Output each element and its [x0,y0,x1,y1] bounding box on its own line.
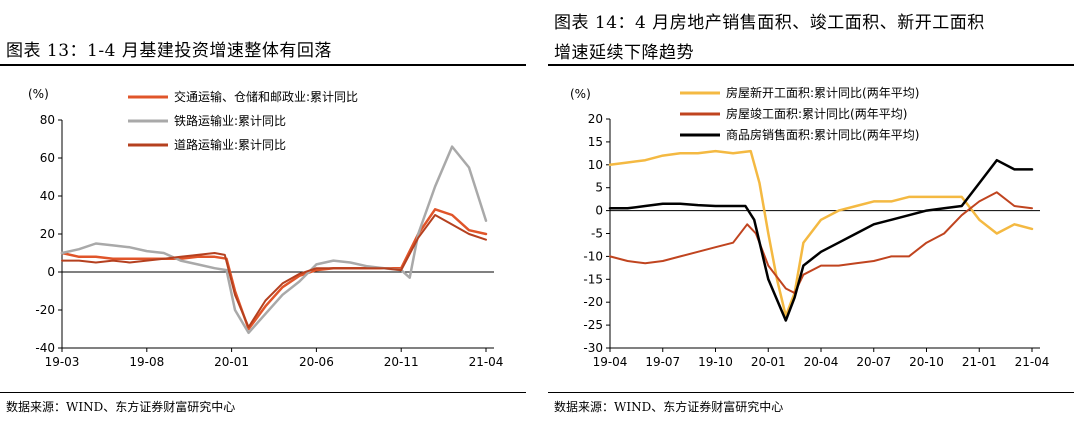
legend-label-3: 道路运输业:累计同比 [174,137,286,152]
x-tick-label: 21-01 [962,355,997,369]
x-tick-label: 19-08 [129,355,164,369]
y-tick-label: 0 [47,265,55,279]
y-tick-label: 20 [588,112,603,126]
x-tick-label: 21-04 [469,355,504,369]
legend-label-1: 交通运输、仓储和邮政业:累计同比 [174,89,358,104]
y-tick-label: 15 [588,135,603,149]
y-tick-label: -15 [583,272,603,286]
series-line-1 [608,149,1034,318]
chart-panel-infrastructure: 图表 13：1-4 月基建投资增速整体有回落 (%) -40 -20 0 20 40 60 8… [0,0,530,422]
y-tick-label: 5 [595,181,603,195]
x-tick-label: 19-03 [45,355,80,369]
x-tick-label: 20-11 [384,355,419,369]
y-tick-label: -10 [583,249,603,263]
y-tick-label: 20 [40,227,55,241]
x-tick-label: 20-07 [856,355,891,369]
legend-label-2: 铁路运输业:累计同比 [174,113,286,128]
y-axis-label: (%) [28,87,49,101]
source-rule [0,392,526,393]
series-line-3 [608,158,1034,322]
x-tick-label: 21-04 [1015,355,1050,369]
legend-label-1: 房屋新开工面积:累计同比(两年平均) [726,85,919,100]
data-source: 数据来源：WIND、东方证券财富研究中心 [6,400,236,414]
title-rule [548,64,1074,66]
x-tick-label: 19-10 [698,355,733,369]
chart-title: 图表 13：1-4 月基建投资增速整体有回落 [6,41,332,61]
y-tick-label: -20 [35,303,55,317]
legend-label-3: 商品房销售面积:累计同比(两年平均) [726,127,919,142]
y-tick-label: 40 [40,189,55,203]
x-tick-label: 19-07 [645,355,680,369]
y-tick-label: 10 [588,158,603,172]
chart-panel-real-estate: 图表 14：4 月房地产销售面积、竣工面积、新开工面积 增速延续下降趋势 (%)… [548,0,1080,422]
y-tick-label: -25 [583,318,603,332]
title-rule [0,64,526,66]
y-tick-label: 0 [595,204,603,218]
series-line-1 [60,208,488,331]
line-chart-infrastructure: (%) -40 -20 0 20 40 60 80 19-03 19-08 20-01 20-06 20… [28,87,504,369]
data-source: 数据来源：WIND、东方证券财富研究中心 [554,400,784,414]
source-rule [548,392,1074,393]
line-chart-real-estate: (%) -30 -25 -20 -15 -10 -5 0 5 10 15 20 19-04 19-07 19… [570,85,1050,369]
y-tick-label: -5 [591,227,603,241]
x-tick-label: 20-01 [751,355,786,369]
y-axis-label: (%) [570,87,591,101]
x-tick-label: 19-04 [593,355,628,369]
legend-label-2: 房屋竣工面积:累计同比(两年平均) [726,106,907,121]
chart-title-line-1: 图表 14：4 月房地产销售面积、竣工面积、新开工面积 [554,13,985,33]
y-tick-label: 80 [40,113,55,127]
y-tick-label: -20 [583,295,603,309]
series-line-2 [609,191,1033,294]
x-tick-label: 20-10 [909,355,944,369]
series-line-3 [61,214,487,329]
y-tick-label: -40 [35,341,55,355]
x-tick-label: 20-04 [804,355,839,369]
series-line-2 [60,145,488,335]
y-tick-label: -30 [583,341,603,355]
x-tick-label: 20-01 [214,355,249,369]
x-tick-label: 20-06 [299,355,334,369]
chart-title-line-2: 增速延续下降趋势 [554,43,694,63]
y-tick-label: 60 [40,151,55,165]
